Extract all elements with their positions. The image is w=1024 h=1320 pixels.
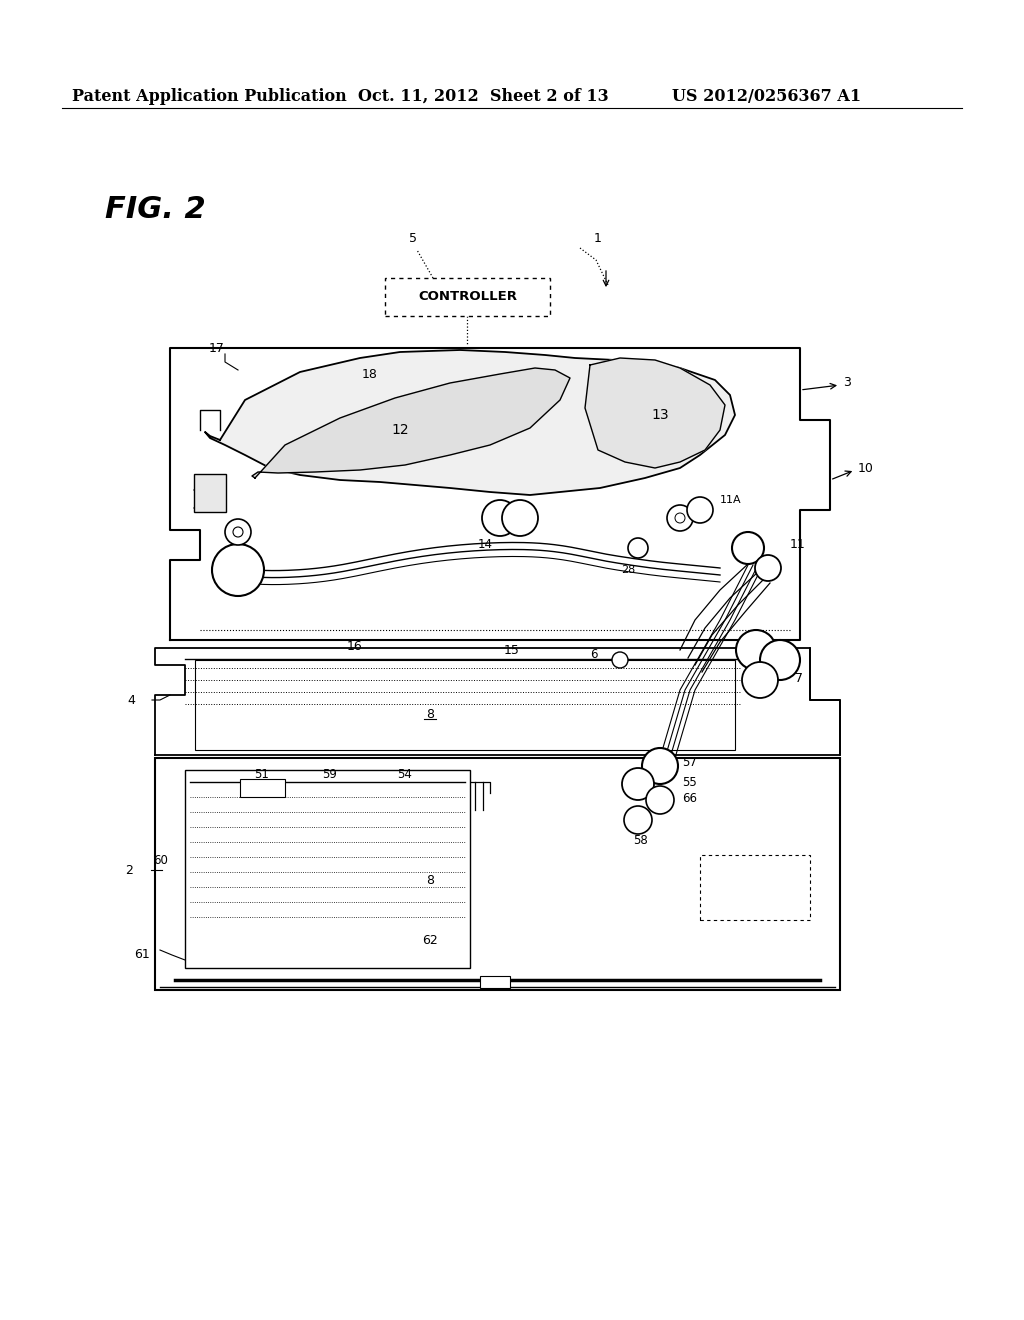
Text: 16: 16 [347,640,362,653]
Circle shape [732,532,764,564]
Circle shape [225,519,251,545]
Polygon shape [252,368,570,478]
Bar [155,758,840,990]
Text: 60: 60 [154,854,168,866]
Bar [185,770,470,968]
Circle shape [624,807,652,834]
Text: 62: 62 [422,933,438,946]
Bar [700,855,810,920]
Circle shape [755,554,781,581]
Circle shape [646,785,674,814]
Circle shape [502,500,538,536]
Text: 11: 11 [790,539,806,552]
Text: 2: 2 [125,863,133,876]
Text: 3: 3 [843,376,851,389]
Bar [194,474,226,512]
Text: Patent Application Publication: Patent Application Publication [72,88,347,106]
Bar [385,279,550,315]
Text: 12: 12 [391,422,409,437]
Text: 13: 13 [651,408,669,422]
Text: 66: 66 [682,792,697,805]
Text: US 2012/0256367 A1: US 2012/0256367 A1 [672,88,861,106]
Text: 27: 27 [748,883,763,896]
Bar [480,975,510,987]
Text: 17: 17 [209,342,225,355]
Text: 8: 8 [426,874,434,887]
Text: 15: 15 [504,644,520,656]
Circle shape [667,506,693,531]
Text: 1: 1 [594,231,602,244]
Text: 18: 18 [362,368,378,381]
Circle shape [736,630,776,671]
Text: 11A: 11A [720,495,741,506]
Text: 14: 14 [477,539,493,552]
Text: 57: 57 [682,756,697,770]
Circle shape [212,544,264,597]
Circle shape [622,768,654,800]
Text: FIG. 2: FIG. 2 [105,195,206,224]
Circle shape [612,652,628,668]
Bar [240,779,285,797]
Text: 51: 51 [255,768,269,781]
Text: 5: 5 [409,231,417,244]
Text: 61: 61 [134,949,150,961]
Text: 7: 7 [795,672,803,685]
Text: 59: 59 [323,768,338,781]
Text: 54: 54 [397,768,413,781]
Text: 4: 4 [127,693,135,706]
Text: 28: 28 [621,565,635,576]
Text: 55: 55 [682,776,696,788]
Text: Oct. 11, 2012  Sheet 2 of 13: Oct. 11, 2012 Sheet 2 of 13 [358,88,608,106]
Circle shape [642,748,678,784]
Text: 10: 10 [858,462,873,474]
Text: 6: 6 [591,648,598,660]
Circle shape [760,640,800,680]
Circle shape [628,539,648,558]
Text: CONTROLLER: CONTROLLER [418,290,517,304]
Polygon shape [585,358,725,469]
Text: 58: 58 [633,833,647,846]
Circle shape [482,500,518,536]
Bar [195,660,735,750]
Polygon shape [205,350,735,495]
Text: 8: 8 [426,709,434,722]
Circle shape [742,663,778,698]
Circle shape [687,498,713,523]
